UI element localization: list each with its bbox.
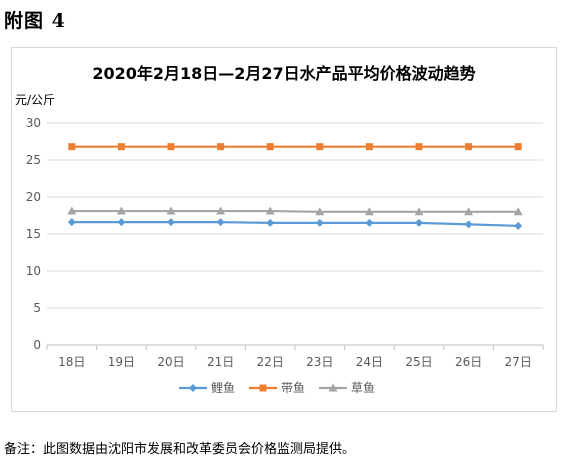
y-tick-label: 5 xyxy=(33,301,41,315)
legend-item: 鲤鱼 xyxy=(179,381,235,395)
footnote: 备注：此图数据由沈阳市发展和改革委员会价格监测局提供。 xyxy=(4,442,356,457)
x-tick-label: 19日 xyxy=(108,355,135,369)
data-point xyxy=(364,207,374,216)
y-tick-label: 30 xyxy=(26,116,41,130)
y-axis-unit-label: 元/公斤 xyxy=(15,93,55,107)
data-point xyxy=(316,143,324,151)
x-tick-label: 22日 xyxy=(257,355,284,369)
chart-title: 2020年2月18日—2月27日水产品平均价格波动趋势 xyxy=(92,64,475,83)
legend-marker xyxy=(189,384,197,392)
x-tick-label: 27日 xyxy=(505,355,532,369)
line-chart: 2020年2月18日—2月27日水产品平均价格波动趋势 元/公斤 0 5 10 15 2… xyxy=(15,64,544,395)
series-line xyxy=(71,221,519,227)
data-point xyxy=(167,143,175,151)
data-point xyxy=(216,218,225,227)
data-point xyxy=(315,218,324,227)
y-tick-label: 20 xyxy=(26,190,41,204)
series-2 xyxy=(68,143,522,151)
data-point xyxy=(216,206,226,215)
data-point xyxy=(67,206,77,215)
legend-marker xyxy=(259,384,267,392)
x-tick-label: 21日 xyxy=(207,355,234,369)
data-point xyxy=(513,207,523,216)
data-point xyxy=(68,143,76,151)
data-point xyxy=(365,218,374,227)
data-point xyxy=(465,143,473,151)
chart-frame: 2020年2月18日—2月27日水产品平均价格波动趋势 元/公斤 0 5 10 15 2… xyxy=(11,47,557,412)
data-point xyxy=(464,207,474,216)
data-point xyxy=(415,218,423,227)
data-point xyxy=(117,218,126,227)
x-tick-label: 25日 xyxy=(405,355,432,369)
legend-item: 草鱼 xyxy=(319,381,375,395)
x-tick-label: 26日 xyxy=(455,355,482,369)
data-point xyxy=(117,143,125,151)
x-tick-label: 24日 xyxy=(356,355,383,369)
series-1 xyxy=(67,218,523,230)
data-point xyxy=(217,143,225,151)
series-line xyxy=(71,209,519,213)
data-point xyxy=(414,207,424,216)
y-tick-label: 15 xyxy=(26,227,41,241)
data-point xyxy=(514,221,523,230)
x-tick-label: 20日 xyxy=(157,355,184,369)
x-tick-label: 23日 xyxy=(306,355,333,369)
legend-item: 带鱼 xyxy=(249,381,305,395)
legend-label: 鲤鱼 xyxy=(211,381,235,395)
data-point xyxy=(167,218,175,227)
page-heading: 附图 4 xyxy=(4,10,66,32)
data-point xyxy=(265,206,275,215)
data-point xyxy=(67,218,76,227)
data-point xyxy=(464,220,473,229)
data-point xyxy=(116,206,126,215)
data-point xyxy=(315,207,325,216)
legend-label: 带鱼 xyxy=(281,381,305,395)
legend-label: 草鱼 xyxy=(351,381,375,395)
data-point xyxy=(365,143,373,151)
data-point xyxy=(266,143,274,151)
data-point xyxy=(415,143,423,151)
series-3 xyxy=(67,206,523,216)
data-point xyxy=(266,218,275,227)
y-tick-label: 0 xyxy=(33,338,41,352)
y-tick-label: 25 xyxy=(26,153,41,167)
data-point xyxy=(514,143,522,151)
x-tick-label: 18日 xyxy=(58,355,85,369)
legend-marker xyxy=(328,383,338,392)
y-tick-label: 10 xyxy=(26,264,41,278)
data-point xyxy=(166,206,176,215)
